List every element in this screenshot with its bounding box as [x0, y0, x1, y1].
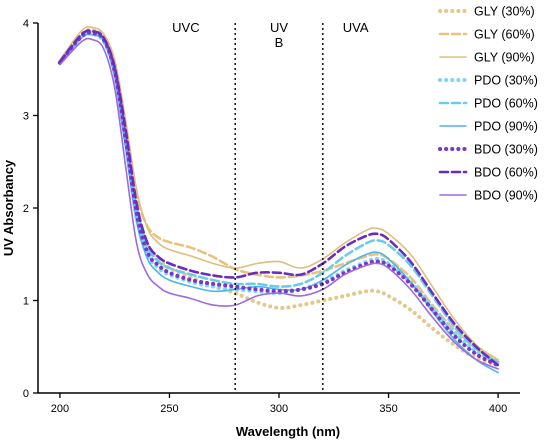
region-label-2: UV B [270, 20, 288, 50]
series-lines [57, 25, 501, 374]
series-line-bdo-90 [59, 37, 499, 370]
axes [37, 23, 520, 394]
y-tick-label-4: 4 [23, 18, 29, 30]
series-line-pdo-90 [59, 33, 499, 374]
legend-label-pdo-90: PDO (90%) [474, 120, 538, 134]
region-labels: UVC UV B UVA [172, 20, 369, 50]
legend-label-gly-30: GLY (30%) [474, 5, 535, 19]
legend-label-bdo-60: BDO (60%) [474, 166, 538, 180]
y-tick-label-3: 3 [23, 111, 29, 123]
y-ticks: 0 1 2 3 4 [23, 18, 38, 400]
legend-label-gly-60: GLY (60%) [474, 28, 535, 42]
y-tick-label-2: 2 [23, 203, 29, 215]
legend-label-bdo-90: BDO (90%) [474, 189, 538, 203]
legend-label-pdo-30: PDO (30%) [474, 74, 538, 88]
x-tick-label-400: 400 [489, 403, 507, 415]
x-ticks: 200 250 300 350 400 [51, 393, 507, 415]
y-tick-label-1: 1 [23, 296, 29, 308]
x-axis-title: Wavelength (nm) [236, 424, 340, 439]
region-label-1: UVC [172, 20, 199, 35]
series-line-bdo-60 [58, 29, 500, 367]
legend-label-pdo-60: PDO (60%) [474, 97, 538, 111]
legend-label-bdo-30: BDO (30%) [474, 143, 538, 157]
region-dividers [234, 23, 324, 393]
series-line-pdo-30 [57, 31, 501, 366]
y-tick-label-0: 0 [23, 388, 29, 400]
x-tick-label-300: 300 [270, 403, 288, 415]
series-line-gly-30 [57, 27, 501, 368]
x-tick-label-250: 250 [160, 403, 178, 415]
legend-label-gly-90: GLY (90%) [474, 51, 535, 65]
y-axis-title: UV Absorbancy [1, 159, 16, 256]
legend: GLY (30%) GLY (60%) GLY (90%) PDO (30%) PDO … [438, 5, 538, 203]
x-tick-label-350: 350 [379, 403, 397, 415]
series-line-gly-90 [59, 25, 499, 361]
series-line-bdo-30 [57, 30, 501, 368]
region-label-3: UVA [343, 20, 369, 35]
x-tick-label-200: 200 [51, 403, 69, 415]
